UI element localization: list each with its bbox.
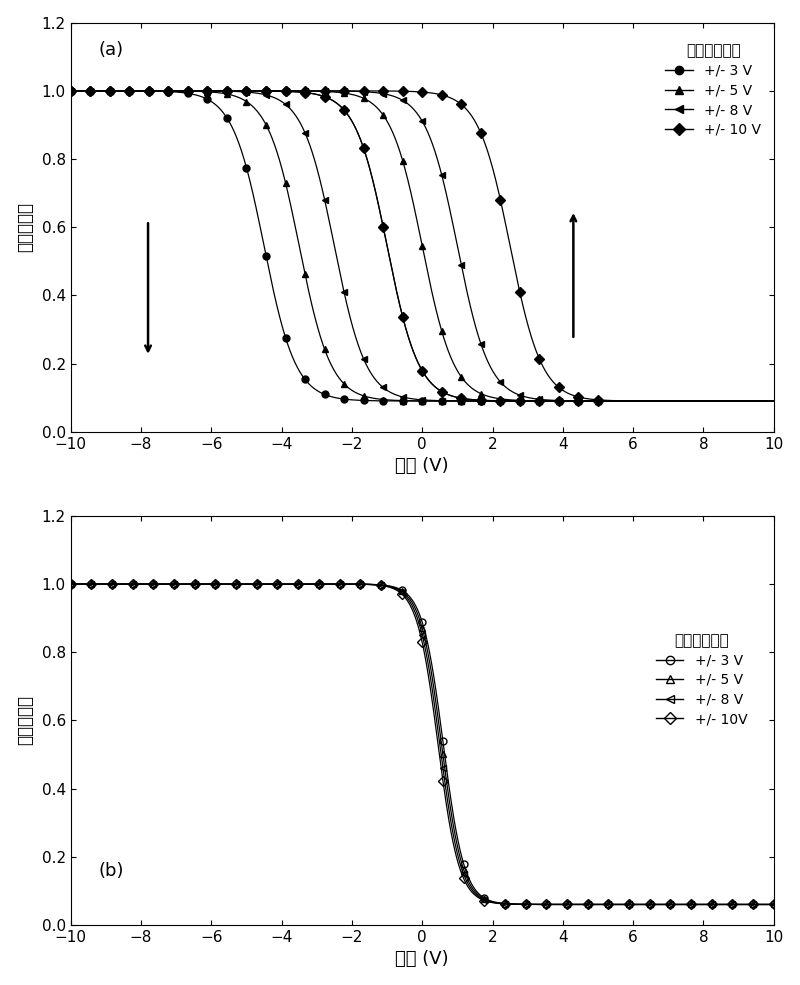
Y-axis label: 归一化电容: 归一化电容 xyxy=(17,202,34,252)
X-axis label: 电压 (V): 电压 (V) xyxy=(395,951,449,968)
X-axis label: 电压 (V): 电压 (V) xyxy=(395,457,449,475)
Y-axis label: 归一化电容: 归一化电容 xyxy=(17,695,34,746)
Text: (a): (a) xyxy=(99,41,124,59)
Legend: +/- 3 V, +/- 5 V, +/- 8 V, +/- 10 V: +/- 3 V, +/- 5 V, +/- 8 V, +/- 10 V xyxy=(660,37,766,142)
Text: (b): (b) xyxy=(99,862,124,880)
Legend: +/- 3 V, +/- 5 V, +/- 8 V, +/- 10V: +/- 3 V, +/- 5 V, +/- 8 V, +/- 10V xyxy=(650,627,753,732)
